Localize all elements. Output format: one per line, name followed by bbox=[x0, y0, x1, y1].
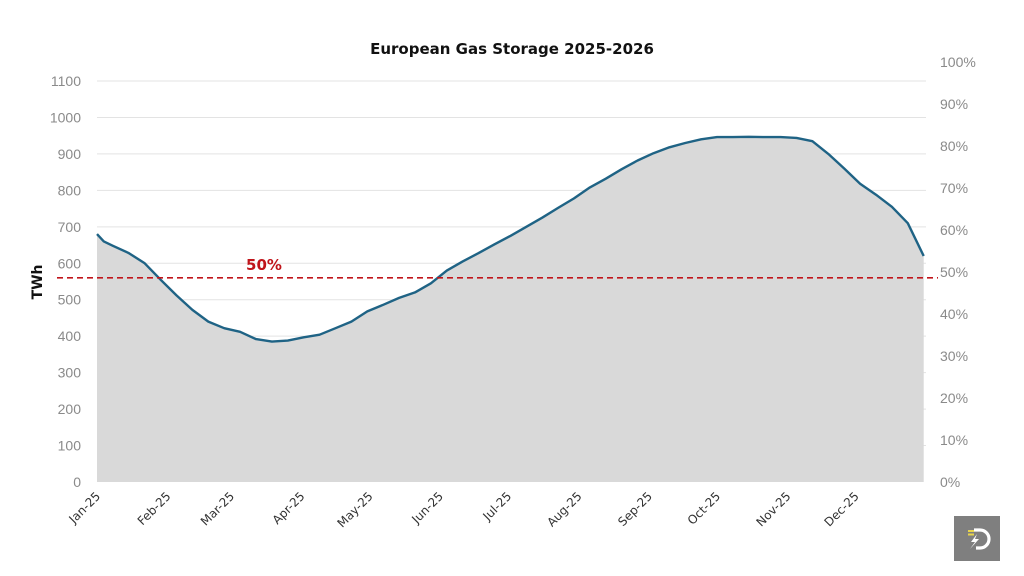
x-axis: Jan-25 Feb-25 Mar-25 Apr-25 May-25 Jun-25 Jul-… bbox=[66, 489, 862, 530]
annotation-50pct: 50% bbox=[246, 256, 282, 274]
y-tick-label: 900 bbox=[58, 146, 82, 162]
y-tick-label: 200 bbox=[58, 401, 82, 417]
y2-tick-label: 100% bbox=[940, 54, 976, 70]
y-tick-label: 1100 bbox=[51, 73, 81, 89]
y2-tick-label: 70% bbox=[940, 180, 968, 196]
y-tick-label: 500 bbox=[58, 292, 82, 308]
x-tick-label: May-25 bbox=[335, 489, 376, 530]
y-tick-label: 0 bbox=[73, 474, 81, 490]
y2-tick-label: 60% bbox=[940, 222, 968, 238]
x-tick-label: Nov-25 bbox=[753, 489, 793, 529]
x-tick-label: Apr-25 bbox=[270, 489, 308, 527]
y2-tick-label: 0% bbox=[940, 474, 960, 490]
y-axis-left: 0 100 200 300 400 500 600 700 800 900 1000 1100 bbox=[50, 73, 81, 490]
y-axis-label: TWh bbox=[30, 265, 46, 300]
y-tick-label: 100 bbox=[58, 438, 82, 454]
x-tick-label: Dec-25 bbox=[822, 489, 862, 529]
y-tick-label: 400 bbox=[58, 328, 82, 344]
x-tick-label: Oct-25 bbox=[685, 489, 723, 527]
y2-tick-label: 80% bbox=[940, 138, 968, 154]
x-tick-label: Feb-25 bbox=[135, 489, 174, 528]
x-tick-label: Mar-25 bbox=[198, 489, 237, 528]
y-tick-label: 1000 bbox=[50, 109, 81, 125]
y2-tick-label: 40% bbox=[940, 306, 968, 322]
y2-tick-label: 30% bbox=[940, 348, 968, 364]
x-tick-label: Sep-25 bbox=[615, 489, 655, 529]
x-tick-label: Aug-25 bbox=[544, 489, 584, 529]
chart-title: European Gas Storage 2025-2026 bbox=[370, 40, 654, 58]
area-layer bbox=[96, 135, 925, 483]
y-tick-label: 700 bbox=[58, 219, 82, 235]
lightning-d-logo-icon bbox=[968, 528, 991, 550]
y-axis-right: 0% 10% 20% 30% 40% 50% 60% 70% 80% 90% 100% bbox=[940, 54, 976, 490]
brand-logo bbox=[954, 516, 1000, 561]
x-tick-label: Jul-25 bbox=[480, 489, 515, 524]
y-tick-label: 800 bbox=[58, 182, 82, 198]
y2-tick-label: 10% bbox=[940, 432, 968, 448]
x-tick-label: Jun-25 bbox=[408, 489, 446, 527]
y-tick-label: 300 bbox=[58, 365, 82, 381]
storage-line bbox=[96, 135, 925, 343]
y-tick-label: 600 bbox=[58, 255, 82, 271]
y2-tick-label: 50% bbox=[940, 264, 968, 280]
x-tick-label: Jan-25 bbox=[66, 489, 104, 527]
y2-tick-label: 20% bbox=[940, 390, 968, 406]
y2-tick-label: 90% bbox=[940, 96, 968, 112]
storage-area bbox=[97, 136, 924, 483]
